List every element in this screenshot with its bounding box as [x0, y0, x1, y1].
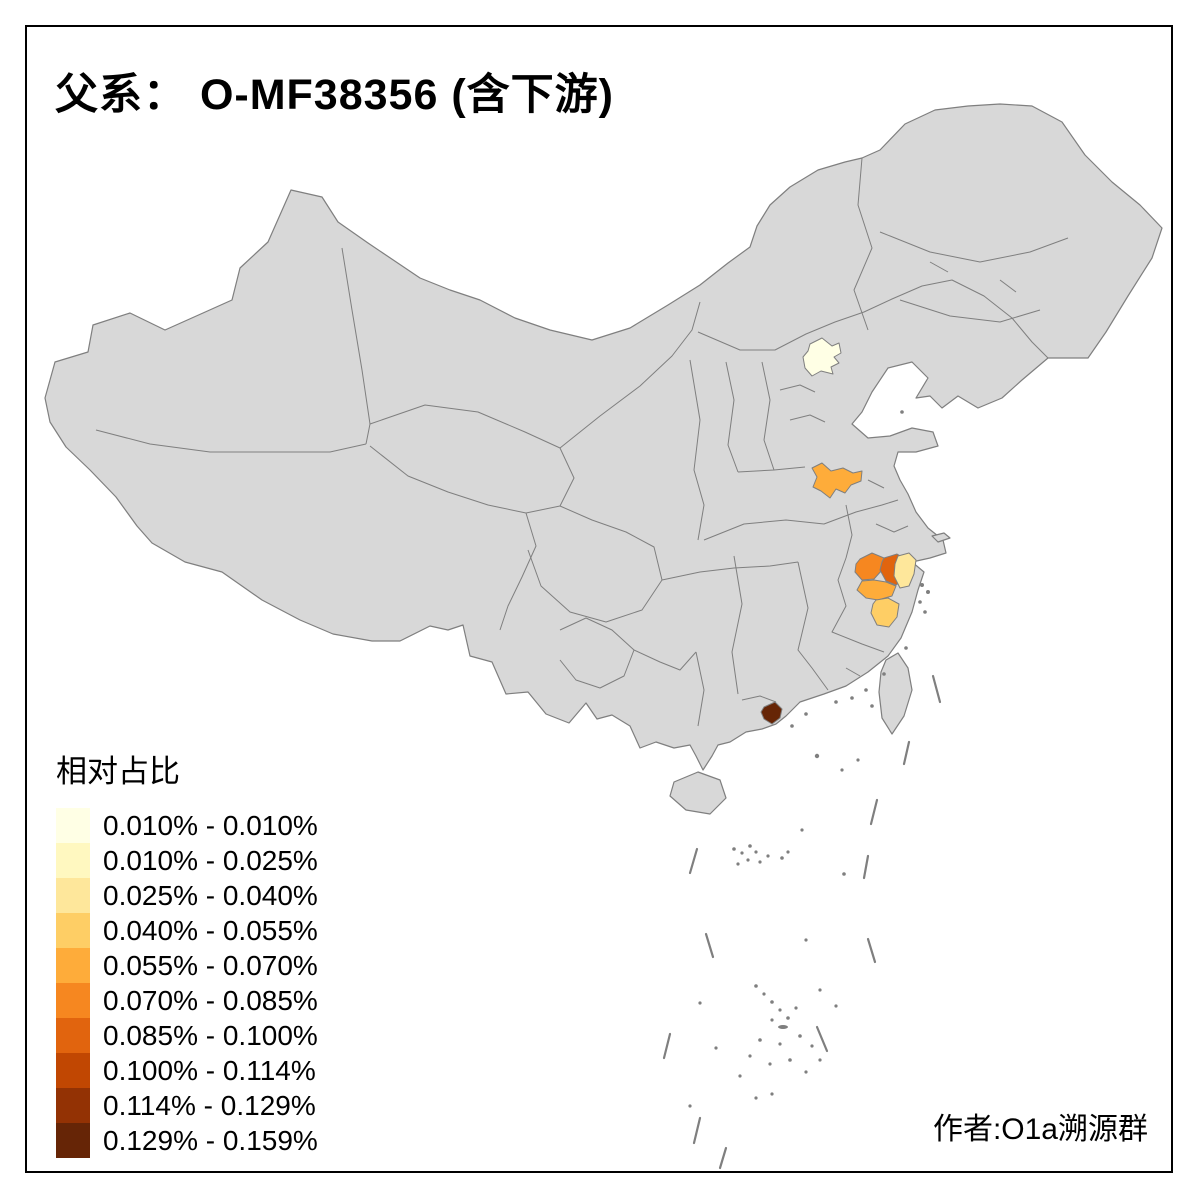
- legend-item: 0.100% - 0.114%: [56, 1053, 318, 1088]
- legend-label: 0.070% - 0.085%: [103, 984, 318, 1016]
- legend-label: 0.129% - 0.159%: [103, 1124, 318, 1156]
- legend-item: 0.040% - 0.055%: [56, 913, 318, 948]
- south-china-sea-islands: [688, 753, 860, 1108]
- legend-item: 0.114% - 0.129%: [56, 1088, 318, 1123]
- region-delta-northwest: [854, 552, 885, 581]
- legend-label: 0.085% - 0.100%: [103, 1019, 318, 1051]
- legend-item: 0.025% - 0.040%: [56, 878, 318, 913]
- legend-item: 0.070% - 0.085%: [56, 983, 318, 1018]
- legend-swatch: [56, 983, 90, 1018]
- legend-swatch: [56, 878, 90, 913]
- legend-label: 0.055% - 0.070%: [103, 949, 318, 981]
- legend-label: 0.114% - 0.129%: [103, 1089, 316, 1121]
- legend-item: 0.129% - 0.159%: [56, 1123, 318, 1158]
- legend-swatch: [56, 1088, 90, 1123]
- region-pearl-delta: [760, 701, 783, 725]
- legend-label: 0.040% - 0.055%: [103, 914, 318, 946]
- legend-item: 0.085% - 0.100%: [56, 1018, 318, 1053]
- sea-boundary-dashes: [662, 674, 942, 1170]
- legend-label: 0.100% - 0.114%: [103, 1054, 316, 1086]
- legend-swatch: [56, 1053, 90, 1088]
- legend-swatch: [56, 808, 90, 843]
- region-zhejiang-coast-south: [870, 597, 900, 628]
- legend-label: 0.010% - 0.010%: [103, 809, 318, 841]
- legend-items: 0.010% - 0.010% 0.010% - 0.025% 0.025% - 0…: [56, 808, 318, 1158]
- taiwan-island: [878, 652, 913, 735]
- legend-swatch: [56, 913, 90, 948]
- page-title: 父系： O-MF38356 (含下游): [55, 71, 614, 119]
- legend-label: 0.025% - 0.040%: [103, 879, 318, 911]
- legend-label: 0.010% - 0.025%: [103, 844, 318, 876]
- legend-item: 0.055% - 0.070%: [56, 948, 318, 983]
- region-delta-east-coast: [893, 552, 917, 589]
- region-southwest-shandong: [811, 462, 863, 499]
- region-delta-south: [856, 579, 897, 601]
- legend-swatch: [56, 1123, 90, 1158]
- legend-item: 0.010% - 0.025%: [56, 843, 318, 878]
- legend-swatch: [56, 843, 90, 878]
- legend-swatch: [56, 1018, 90, 1053]
- coastal-islets: [790, 410, 930, 728]
- legend-item: 0.010% - 0.010%: [56, 808, 318, 843]
- legend: 相对占比 0.010% - 0.010% 0.010% - 0.025% 0.025…: [56, 746, 318, 1158]
- highlighted-regions: [760, 337, 917, 725]
- coastal-island: [931, 532, 951, 543]
- hainan-island: [669, 771, 727, 815]
- attribution-text: 作者:O1a溯源群: [932, 1113, 1148, 1146]
- region-north-beijing-area: [802, 337, 842, 377]
- china-landmass: [44, 103, 1163, 771]
- legend-title: 相对占比: [56, 754, 180, 789]
- province-borders: [95, 157, 1069, 727]
- legend-swatch: [56, 948, 90, 983]
